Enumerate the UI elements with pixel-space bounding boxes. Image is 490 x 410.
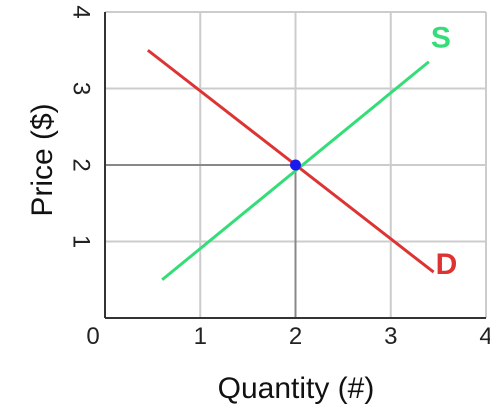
y-tick-label: 2 bbox=[68, 158, 95, 171]
x-tick-label: 3 bbox=[384, 323, 397, 350]
equilibrium-point bbox=[290, 159, 301, 171]
equilibrium-guides bbox=[105, 164, 297, 318]
y-axis-title: Price ($) bbox=[26, 103, 59, 216]
x-tick-label: 2 bbox=[289, 323, 302, 350]
y-tick-label: 4 bbox=[68, 5, 95, 18]
series-line-s bbox=[161, 60, 430, 281]
y-tick-labels: 1 2 3 4 bbox=[68, 5, 95, 248]
series-labels: SD bbox=[431, 22, 457, 281]
equilibrium-points bbox=[290, 159, 301, 171]
series-label-s: S bbox=[431, 22, 451, 55]
x-tick-label: 0 bbox=[86, 323, 99, 350]
series-line-d bbox=[146, 49, 435, 274]
x-tick-labels: 0 1 2 3 4 bbox=[86, 323, 490, 350]
series-lines bbox=[146, 49, 435, 281]
axes bbox=[104, 12, 486, 319]
series-label-d: D bbox=[436, 248, 458, 281]
x-axis-title: Quantity (#) bbox=[218, 372, 375, 405]
y-tick-label: 3 bbox=[68, 82, 95, 95]
y-tick-label: 1 bbox=[68, 235, 95, 248]
x-tick-label: 4 bbox=[479, 323, 490, 350]
x-tick-label: 1 bbox=[194, 323, 207, 350]
